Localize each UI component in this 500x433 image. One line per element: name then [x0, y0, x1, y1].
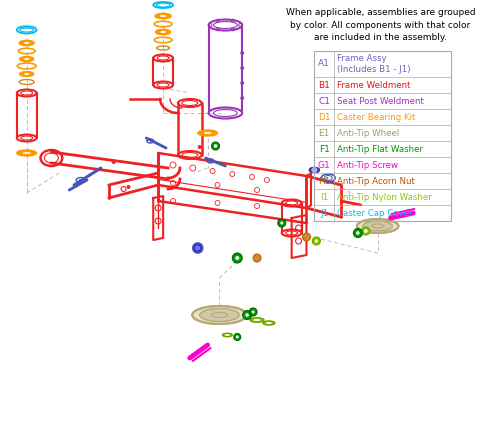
Ellipse shape — [22, 152, 32, 155]
Circle shape — [193, 243, 202, 253]
Text: G1: G1 — [318, 161, 330, 169]
Text: Anti-Tip Wheel: Anti-Tip Wheel — [337, 129, 400, 138]
Ellipse shape — [156, 29, 170, 35]
Text: Frame Assy
(Includes B1 - J1): Frame Assy (Includes B1 - J1) — [337, 54, 410, 74]
Text: F1: F1 — [319, 145, 330, 154]
Ellipse shape — [20, 41, 34, 45]
Ellipse shape — [202, 132, 212, 135]
Circle shape — [198, 145, 202, 149]
Ellipse shape — [266, 322, 272, 324]
Circle shape — [354, 229, 362, 237]
Ellipse shape — [24, 58, 30, 60]
Text: D1: D1 — [318, 113, 330, 122]
Ellipse shape — [153, 1, 173, 5]
Text: A1: A1 — [318, 59, 330, 68]
Circle shape — [252, 310, 254, 313]
Ellipse shape — [200, 308, 239, 321]
Circle shape — [312, 167, 318, 173]
Ellipse shape — [250, 318, 264, 322]
Circle shape — [249, 308, 257, 316]
Circle shape — [236, 336, 239, 339]
Ellipse shape — [24, 73, 30, 75]
Circle shape — [302, 233, 310, 241]
Circle shape — [196, 246, 200, 251]
Bar — [314, 51, 451, 221]
Ellipse shape — [363, 221, 392, 231]
Circle shape — [253, 254, 261, 262]
Ellipse shape — [254, 319, 260, 321]
Ellipse shape — [263, 321, 275, 325]
Ellipse shape — [20, 72, 34, 76]
Ellipse shape — [225, 334, 230, 336]
Ellipse shape — [160, 31, 166, 33]
Text: Seat Post Weldment: Seat Post Weldment — [337, 97, 424, 106]
Text: Caster Bearing Kit: Caster Bearing Kit — [337, 113, 415, 122]
Ellipse shape — [17, 150, 36, 156]
Text: Anti-Tip Screw: Anti-Tip Screw — [337, 161, 398, 169]
Circle shape — [214, 144, 218, 148]
Ellipse shape — [24, 42, 30, 44]
Ellipse shape — [222, 333, 232, 337]
Circle shape — [364, 229, 368, 233]
Text: Frame Weldment: Frame Weldment — [337, 81, 410, 90]
Text: When applicable, assemblies are grouped
by color. All components with that color: When applicable, assemblies are grouped … — [286, 8, 476, 42]
Circle shape — [362, 227, 370, 235]
Ellipse shape — [155, 13, 171, 19]
Text: C1: C1 — [318, 97, 330, 106]
Ellipse shape — [310, 168, 320, 172]
Text: Anti-Tip Nylon Washer: Anti-Tip Nylon Washer — [337, 193, 432, 201]
Circle shape — [242, 310, 252, 320]
Text: Caster Cap Cover: Caster Cap Cover — [337, 209, 412, 217]
Circle shape — [126, 185, 130, 189]
Text: Anti-Tip Flat Washer: Anti-Tip Flat Washer — [337, 145, 423, 154]
Text: I1: I1 — [320, 193, 328, 201]
Circle shape — [312, 237, 320, 245]
Text: H1: H1 — [318, 177, 330, 185]
Circle shape — [356, 231, 360, 235]
Ellipse shape — [17, 25, 36, 29]
Ellipse shape — [192, 306, 246, 324]
Ellipse shape — [20, 57, 34, 61]
Circle shape — [246, 313, 249, 317]
Circle shape — [212, 142, 220, 150]
Ellipse shape — [160, 15, 166, 17]
Circle shape — [315, 239, 318, 242]
Circle shape — [234, 333, 240, 340]
Text: Anti-Tip Acorn Nut: Anti-Tip Acorn Nut — [337, 177, 415, 185]
Circle shape — [232, 253, 242, 263]
Ellipse shape — [357, 219, 399, 233]
Text: J1: J1 — [320, 209, 328, 217]
Text: B1: B1 — [318, 81, 330, 90]
Circle shape — [236, 256, 239, 260]
Ellipse shape — [198, 130, 218, 136]
Circle shape — [112, 160, 116, 164]
Circle shape — [278, 219, 285, 227]
Circle shape — [280, 222, 283, 224]
Ellipse shape — [79, 179, 83, 181]
Text: E1: E1 — [318, 129, 330, 138]
